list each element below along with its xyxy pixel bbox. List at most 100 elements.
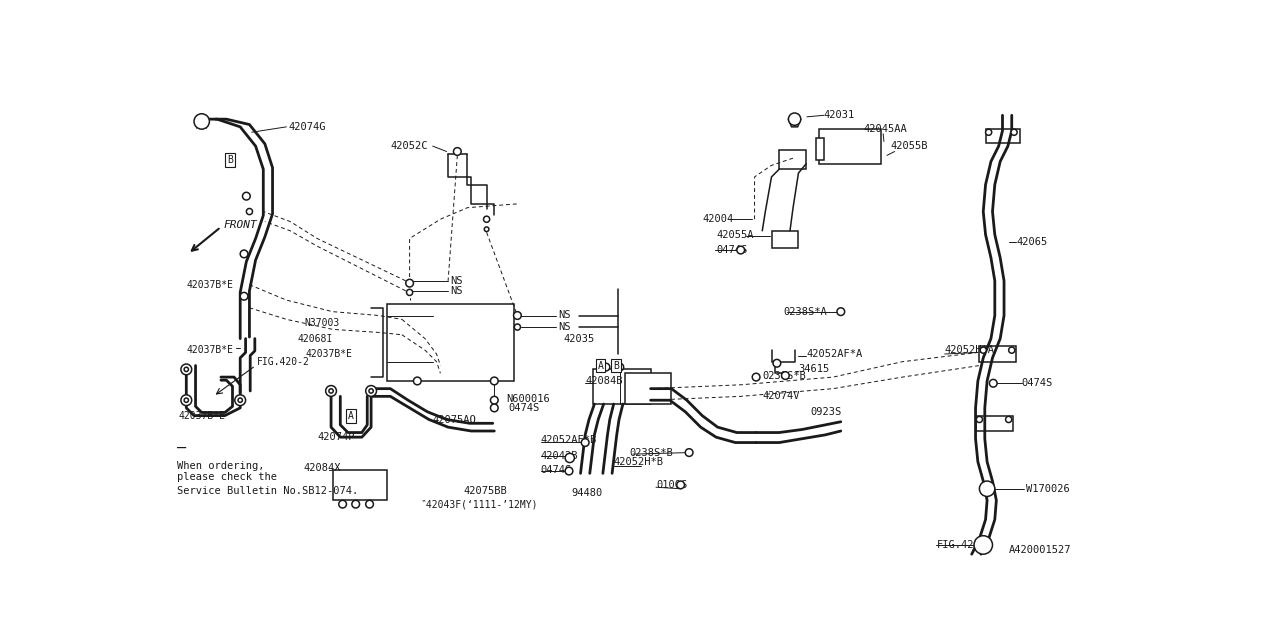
Circle shape [339, 500, 347, 508]
Text: 42052H*B: 42052H*B [613, 457, 663, 467]
Text: 42074V: 42074V [763, 391, 800, 401]
Circle shape [788, 113, 801, 125]
Text: 42075AQ: 42075AQ [433, 415, 476, 424]
Circle shape [974, 536, 992, 554]
Circle shape [366, 500, 374, 508]
Circle shape [195, 114, 210, 129]
Text: 0238S*B: 0238S*B [628, 447, 673, 458]
Circle shape [616, 364, 623, 371]
Circle shape [602, 364, 609, 371]
Circle shape [366, 385, 376, 396]
Circle shape [753, 373, 760, 381]
Text: please check the: please check the [177, 472, 276, 482]
Bar [333, 470, 387, 500]
Circle shape [979, 481, 995, 497]
Bar [772, 231, 799, 248]
Circle shape [369, 389, 374, 393]
Circle shape [513, 312, 521, 319]
Text: 42052AF*B: 42052AF*B [540, 435, 596, 445]
Circle shape [325, 385, 337, 396]
Text: 42037B*E: 42037B*E [187, 280, 233, 290]
Circle shape [407, 289, 412, 296]
Text: 42052C: 42052C [390, 141, 428, 151]
Circle shape [238, 398, 242, 403]
Circle shape [566, 453, 575, 463]
Text: NS: NS [558, 310, 571, 321]
Text: 42075BB: 42075BB [463, 486, 507, 496]
Circle shape [782, 372, 790, 380]
Text: 0923S: 0923S [810, 407, 841, 417]
Text: FIG.420-2: FIG.420-2 [257, 356, 310, 367]
Bar [975, 415, 1012, 431]
Circle shape [246, 209, 252, 214]
Text: 0474S: 0474S [540, 465, 572, 476]
Text: ‾: ‾ [177, 447, 186, 461]
Text: 94480: 94480 [571, 488, 603, 498]
Circle shape [581, 438, 589, 447]
Text: 42037B*E: 42037B*E [187, 345, 233, 355]
Circle shape [737, 246, 745, 254]
Text: 42055A: 42055A [716, 230, 754, 239]
Text: 42045AA: 42045AA [864, 124, 908, 134]
Circle shape [241, 292, 248, 300]
Text: 42055B: 42055B [891, 141, 928, 151]
Text: When ordering,: When ordering, [177, 461, 265, 470]
Circle shape [490, 396, 498, 404]
Text: W170026: W170026 [1025, 484, 1069, 493]
Text: B: B [228, 155, 233, 165]
Text: A: A [598, 360, 603, 371]
Circle shape [180, 395, 192, 406]
Text: N600016: N600016 [506, 394, 549, 404]
Circle shape [234, 395, 246, 406]
Circle shape [566, 467, 573, 475]
Text: 0238S*A: 0238S*A [783, 307, 827, 317]
Text: 0474S: 0474S [508, 403, 539, 413]
Circle shape [977, 417, 983, 422]
Text: ‶42043F(‘1111-’12MY): ‶42043F(‘1111-’12MY) [421, 499, 539, 509]
Text: 42068I: 42068I [298, 333, 333, 344]
Circle shape [413, 377, 421, 385]
Text: 0474S: 0474S [1021, 378, 1053, 388]
Circle shape [329, 389, 333, 393]
Circle shape [685, 449, 692, 456]
Circle shape [515, 324, 521, 330]
Circle shape [490, 377, 498, 385]
Circle shape [1006, 417, 1011, 422]
Text: 42037B*E: 42037B*E [179, 411, 225, 420]
Text: 42035: 42035 [563, 333, 595, 344]
Circle shape [184, 398, 188, 403]
Text: A: A [348, 411, 355, 420]
Text: 42037B*E: 42037B*E [306, 349, 353, 359]
Circle shape [1009, 347, 1015, 353]
Text: 0474S: 0474S [716, 245, 748, 255]
Text: 0100S: 0100S [657, 480, 687, 490]
Text: 42074G: 42074G [288, 122, 325, 132]
Circle shape [1011, 129, 1018, 135]
Circle shape [406, 279, 413, 287]
Text: 42004: 42004 [703, 214, 733, 224]
Circle shape [180, 364, 192, 375]
Circle shape [986, 129, 992, 135]
Text: 42084X: 42084X [303, 463, 340, 473]
Circle shape [184, 367, 188, 372]
Circle shape [241, 250, 248, 258]
Bar [780, 150, 806, 169]
Circle shape [837, 308, 845, 316]
Bar [979, 346, 1016, 362]
Text: 42042B: 42042B [540, 451, 579, 461]
Circle shape [484, 216, 490, 222]
Text: FRONT: FRONT [223, 220, 257, 230]
Bar [817, 138, 824, 160]
Bar [593, 369, 650, 404]
Text: 42052AF*A: 42052AF*A [806, 349, 863, 359]
Circle shape [453, 148, 461, 156]
Text: 42052H*A: 42052H*A [945, 345, 995, 355]
Text: 0238S*B: 0238S*B [763, 371, 806, 381]
Circle shape [352, 500, 360, 508]
Text: FIG.421: FIG.421 [937, 540, 980, 550]
Circle shape [980, 347, 987, 353]
Bar [819, 129, 881, 164]
Text: NS: NS [451, 276, 463, 286]
Circle shape [242, 192, 250, 200]
Text: N37003: N37003 [305, 318, 339, 328]
